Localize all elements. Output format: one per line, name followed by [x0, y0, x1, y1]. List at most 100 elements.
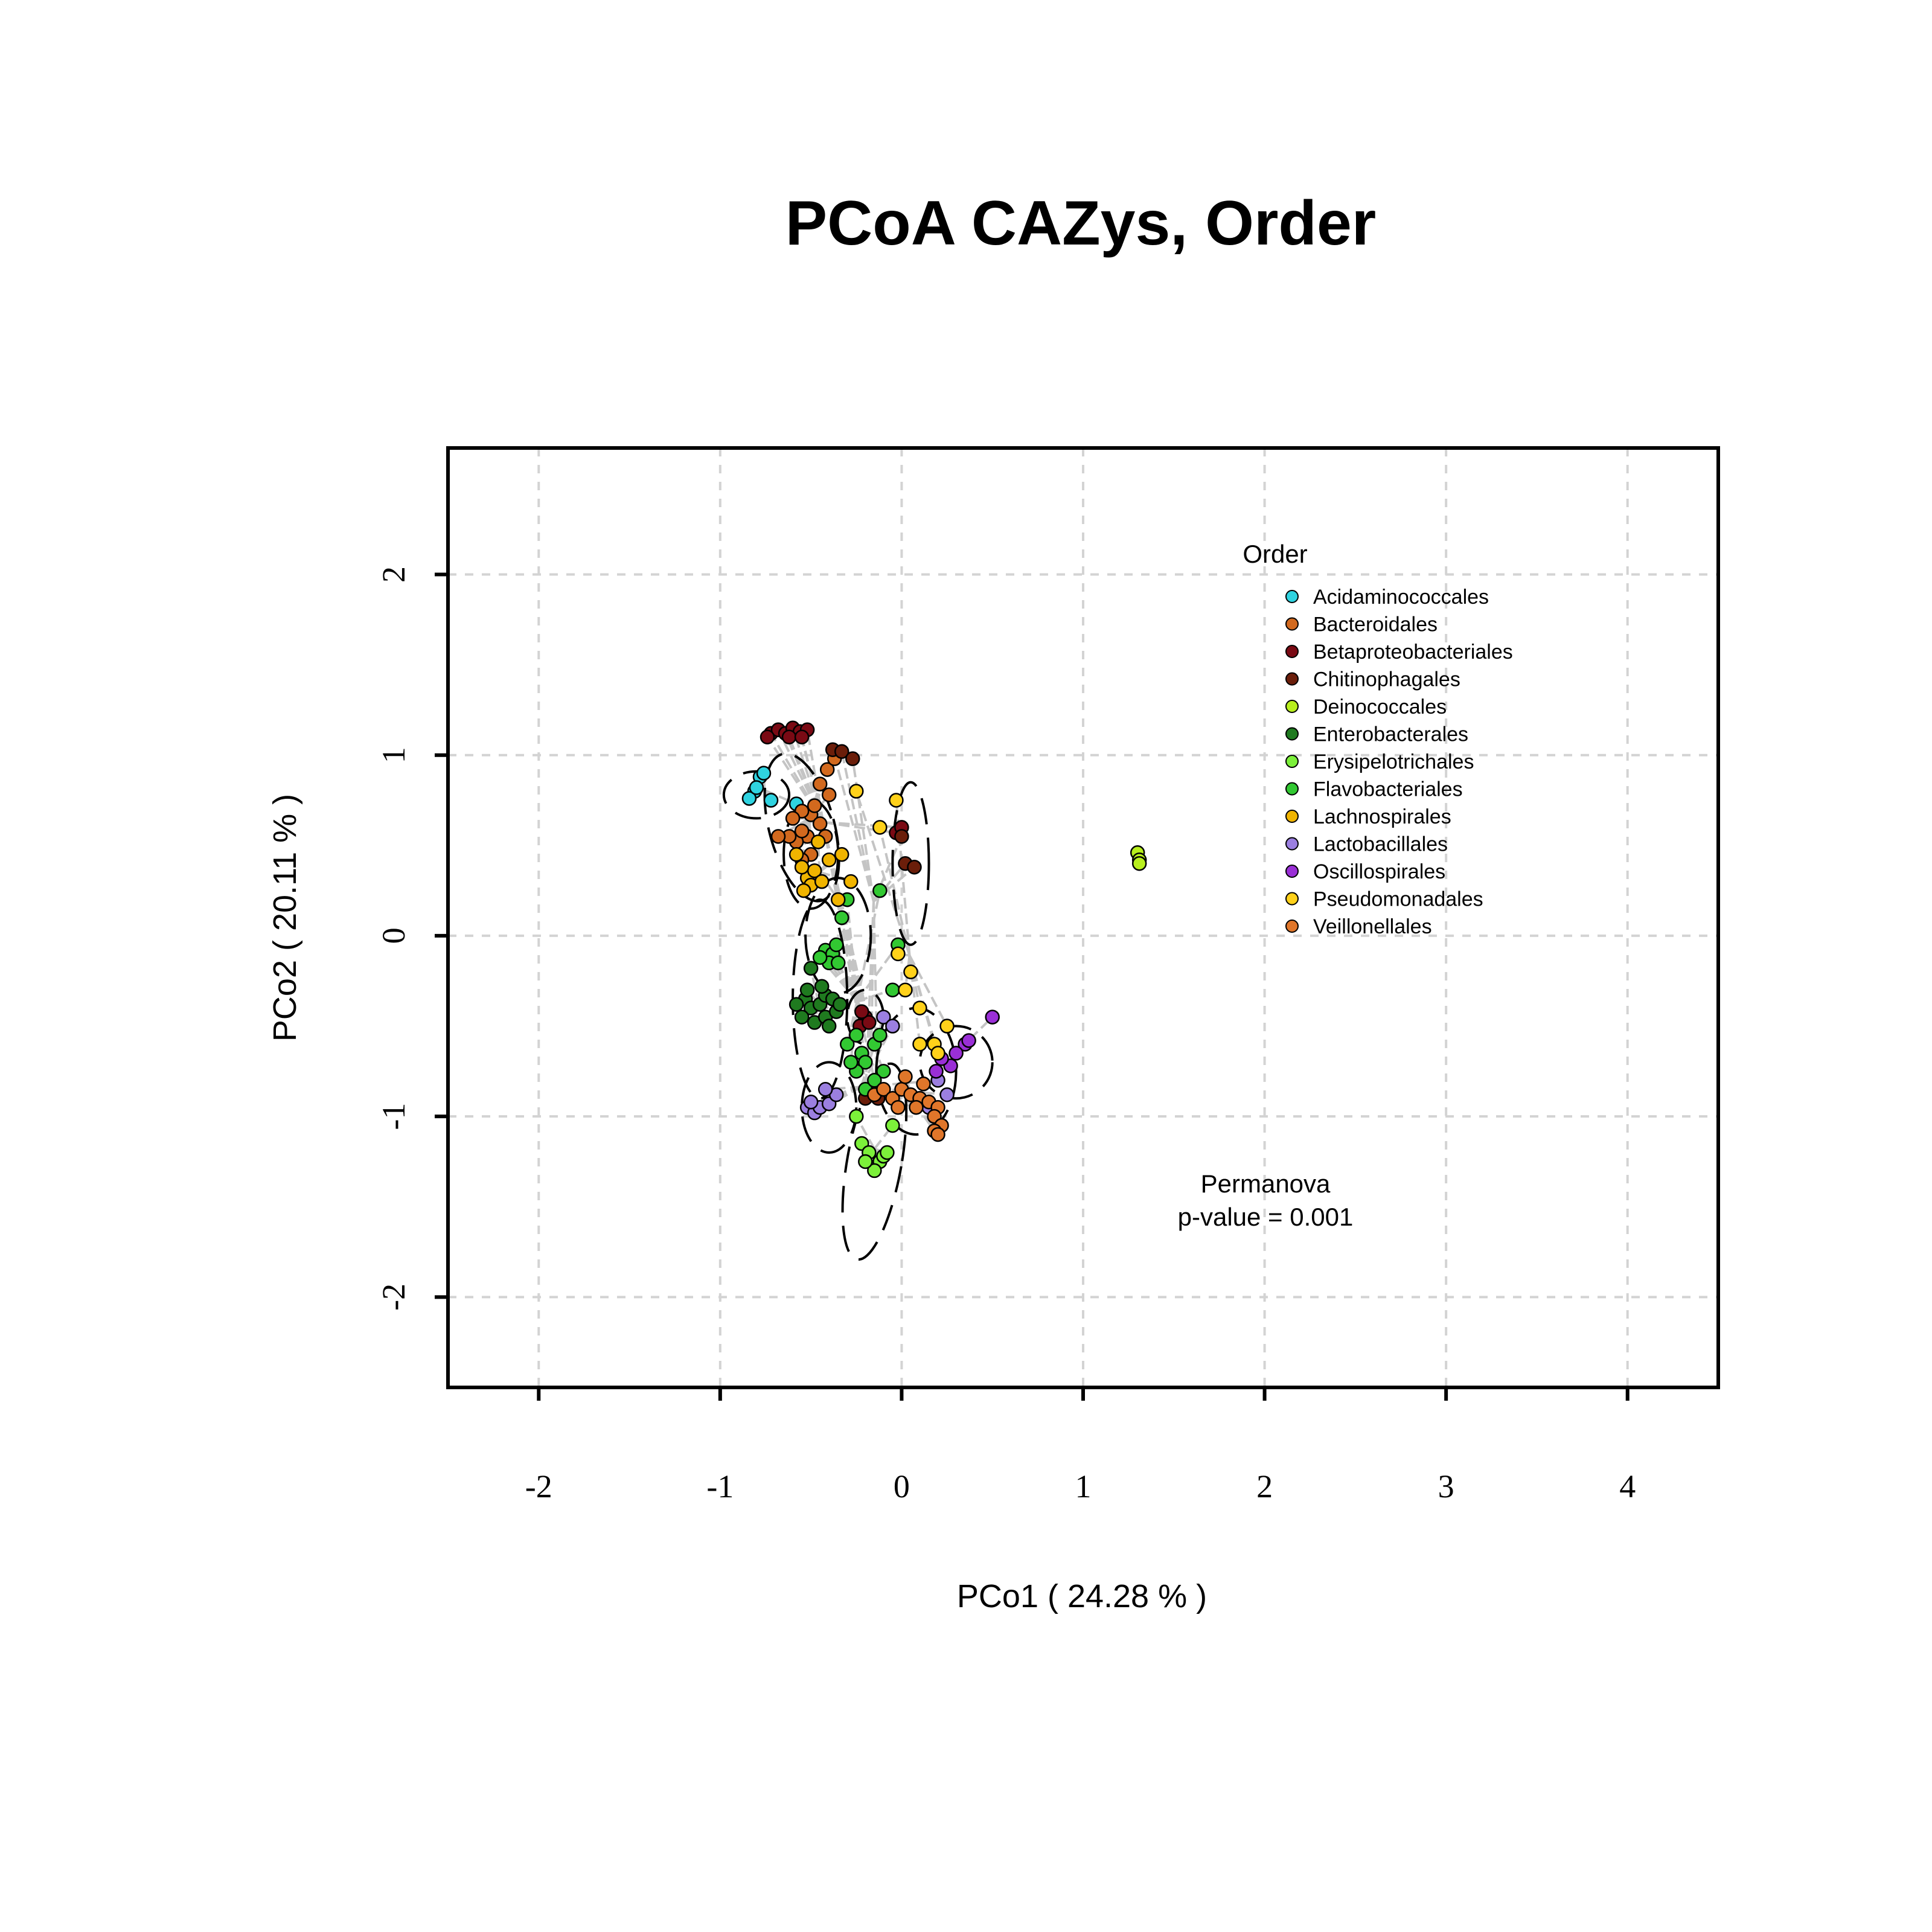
data-point [840, 1037, 855, 1052]
data-point [903, 964, 918, 980]
data-point [834, 847, 849, 862]
data-point [854, 1004, 869, 1019]
data-point [830, 955, 846, 971]
legend-entry: Pseudomonadales [1313, 888, 1483, 911]
legend-marker [1285, 645, 1299, 658]
x-axis: -2 -1 0 1 2 3 4 [525, 1387, 1636, 1505]
legend-entry: Acidaminococcales [1313, 586, 1489, 609]
spider-line [764, 788, 797, 805]
ellipse [801, 1061, 858, 1154]
spider-line [908, 955, 948, 1027]
x-tick-label: 1 [1075, 1468, 1092, 1505]
x-tick-label: 0 [894, 1468, 910, 1505]
permanova-label: Permanova [1201, 1169, 1331, 1198]
data-point [909, 1099, 924, 1115]
spider-line [851, 758, 875, 902]
legend-marker [1285, 892, 1299, 906]
legend-marker [1285, 865, 1299, 878]
data-point [749, 780, 764, 795]
x-tick-label: -2 [525, 1468, 552, 1505]
legend-entry: Enterobacterales [1313, 723, 1468, 746]
y-axis-label: PCo2 ( 20.11 % ) [267, 794, 303, 1041]
grid-lines [448, 448, 1718, 1387]
spider-line [856, 890, 881, 1002]
legend-marker [1285, 672, 1299, 686]
data-point [788, 997, 804, 1012]
data-point [907, 859, 922, 875]
data-point [803, 961, 819, 976]
ellipse [918, 1025, 994, 1100]
data-point [898, 982, 913, 997]
legend-marker [1285, 700, 1299, 713]
data-point [843, 874, 859, 889]
data-point [862, 1015, 877, 1030]
legend-title: Order [1243, 540, 1307, 568]
data-point [930, 1046, 945, 1061]
data-point [898, 1069, 913, 1084]
data-point [819, 762, 835, 777]
legend-entry: Erysipelotrichales [1313, 750, 1474, 773]
data-point [916, 1076, 931, 1092]
data-point [756, 766, 772, 781]
data-point [763, 793, 779, 808]
spider-line [855, 1116, 876, 1150]
data-point [828, 937, 844, 953]
y-tick-label: 1 [376, 747, 412, 763]
data-point [867, 1073, 882, 1088]
legend-entry: Chitinophagales [1313, 668, 1460, 691]
legend-entry: Deinococcales [1313, 696, 1447, 718]
y-tick-label: 2 [376, 566, 412, 583]
data-point [834, 744, 849, 759]
y-tick-label: -1 [376, 1103, 412, 1130]
data-point [843, 1055, 859, 1070]
data-point [872, 820, 888, 835]
data-point [788, 847, 804, 862]
data-point [872, 883, 888, 898]
data-point [810, 834, 826, 849]
data-point [939, 1087, 955, 1102]
spider-line [860, 1016, 885, 1087]
x-tick-label: -1 [706, 1468, 734, 1505]
data-point [876, 1082, 891, 1097]
data-point [876, 1064, 891, 1079]
spider-line [856, 1000, 885, 1072]
data-point [849, 784, 864, 799]
data-point [929, 1064, 944, 1079]
data-point [794, 1009, 810, 1025]
legend-marker [1285, 617, 1299, 631]
data-point [821, 1019, 837, 1034]
data-point [885, 1118, 900, 1133]
ellipse [804, 877, 872, 995]
spider-line [831, 749, 875, 902]
data-point [796, 883, 811, 898]
data-point [885, 982, 900, 997]
legend-entry: Lactobacillales [1313, 833, 1448, 856]
data-point [948, 1046, 964, 1061]
data-point [876, 1009, 891, 1025]
data-point [785, 811, 801, 826]
data-point [894, 829, 909, 844]
data-point [858, 1055, 873, 1070]
legend-marker [1285, 837, 1299, 851]
spider-line [872, 836, 903, 902]
x-tick-label: 3 [1438, 1468, 1454, 1505]
data-point [858, 1154, 873, 1169]
data-point [845, 751, 860, 766]
legend-entry: Lachnospirales [1313, 805, 1451, 828]
data-point [770, 829, 786, 844]
ellipse [891, 781, 930, 946]
data-point [814, 979, 830, 994]
spider-line [801, 737, 825, 823]
data-point [1131, 856, 1147, 871]
spider-line [855, 790, 911, 956]
chart-title: PCoA CAZys, Order [785, 188, 1377, 258]
legend-marker [1285, 920, 1299, 933]
data-point [812, 950, 828, 965]
legend-entry: Flavobacteriales [1313, 778, 1463, 801]
data-point [849, 1028, 864, 1043]
y-axis: -2 -1 0 1 2 [376, 566, 448, 1311]
y-tick-label: 0 [376, 927, 412, 944]
data-point [803, 1094, 819, 1110]
data-point [794, 729, 810, 745]
